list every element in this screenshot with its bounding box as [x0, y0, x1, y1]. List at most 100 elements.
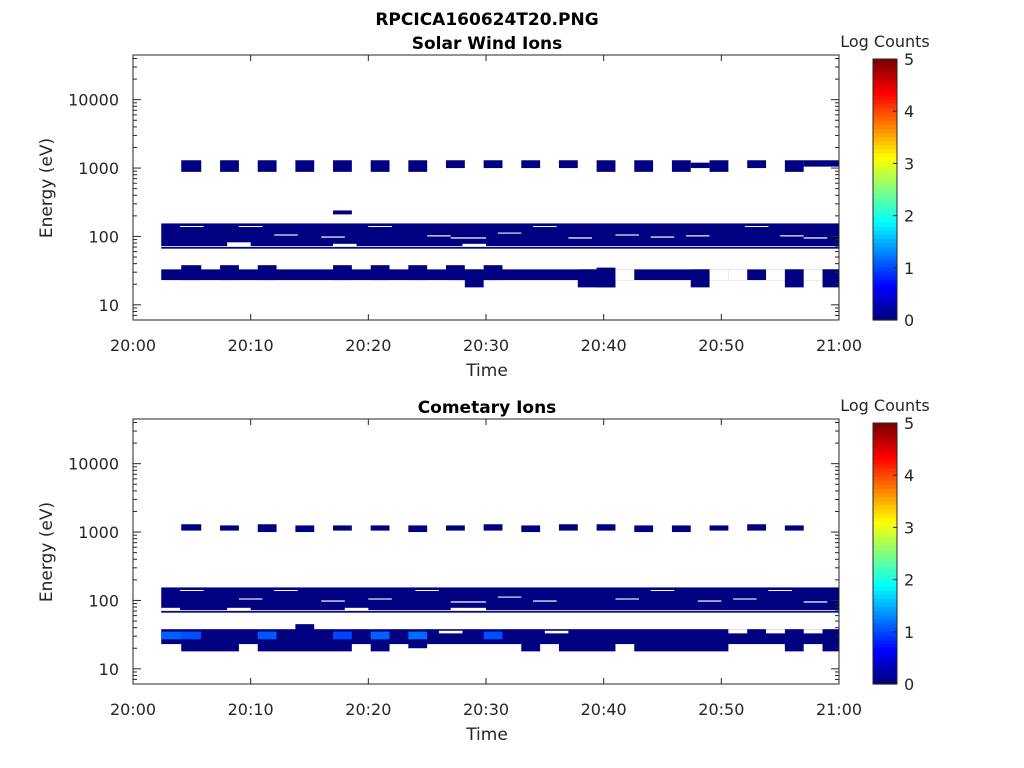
heatmap-cell [161, 223, 840, 247]
y-tick-label: 100 [88, 591, 119, 610]
colorbar-frame [872, 422, 898, 685]
colorbar-segment [873, 651, 897, 657]
heatmap-gap [544, 630, 569, 634]
colorbar-segment [873, 610, 897, 616]
colorbar-segment [873, 545, 897, 551]
colorbar-segment [873, 287, 897, 293]
heatmap-cell [257, 265, 277, 281]
heatmap-cell [784, 269, 804, 288]
colorbar-segment [873, 594, 897, 599]
heatmap-gap [161, 612, 840, 614]
colorbar-segment [873, 467, 897, 473]
x-tick-label: 20:20 [345, 700, 391, 719]
heatmap-gap [780, 235, 804, 237]
heatmap-gap [450, 607, 486, 611]
colorbar-segment [873, 95, 897, 101]
colorbar-segment [873, 136, 897, 142]
x-tick-label: 20:40 [581, 700, 627, 719]
ylabel-cometary: Energy (eV) [37, 502, 57, 602]
colorbar-segment [873, 569, 897, 575]
colorbar-segment [873, 226, 897, 231]
heatmap-gap [697, 600, 722, 602]
heatmap-cell [822, 269, 839, 288]
heatmap-gap [161, 248, 840, 250]
x-tick-label: 21:00 [816, 700, 862, 719]
heatmap-cell [483, 265, 503, 281]
colorbar-segment [873, 242, 897, 248]
colorbar-segment [873, 303, 897, 309]
x-tick-label: 20:40 [581, 336, 627, 355]
heatmap-gap [415, 590, 439, 592]
heatmap-gap [766, 269, 785, 281]
colorbar-segment [873, 667, 897, 673]
colorbar-segment [873, 238, 897, 244]
y-tick-label: 10000 [68, 91, 119, 110]
colorbar-tick-label: 5 [904, 414, 914, 433]
heatmap-cell [747, 524, 767, 531]
heatmap-cell [370, 641, 390, 652]
colorbar-segment [873, 504, 897, 510]
colorbar-segment [873, 148, 897, 154]
colorbar-segment [873, 500, 897, 506]
heatmap-cell [408, 525, 428, 533]
colorbar-segment [873, 496, 897, 502]
colorbar-segment [873, 423, 897, 428]
heatmap-cell [483, 631, 503, 640]
heatmap-cell [333, 210, 352, 215]
heatmap-cell [295, 525, 315, 533]
heatmap-cell [634, 641, 729, 652]
heatmap-gap [368, 598, 392, 600]
heatmap-gap [533, 226, 557, 228]
colorbar-segment [873, 181, 897, 187]
colorbar-segment [873, 512, 897, 518]
heatmap-cell [464, 269, 484, 288]
colorbar-segment [873, 177, 897, 182]
y-tick-label: 10 [99, 660, 119, 679]
colorbar-segment [873, 471, 897, 477]
heatmap-gap [568, 237, 592, 239]
colorbar-tick-label: 3 [904, 154, 914, 173]
heatmap-gap [180, 226, 204, 228]
heatmap-cell [220, 160, 239, 172]
y-tick-label: 10 [99, 296, 119, 315]
heatmap-cell [803, 160, 823, 167]
y-tick-label: 1000 [78, 159, 119, 178]
heatmap-gap [686, 235, 710, 237]
colorbar-segment [873, 128, 897, 134]
heatmap-cell [257, 641, 352, 652]
heatmap-cell [408, 631, 428, 640]
ylabel-solar-wind: Energy (eV) [37, 138, 57, 238]
colorbar-segment [873, 516, 897, 522]
colorbar-segment [873, 120, 897, 125]
heatmap-cell [181, 265, 202, 281]
heatmap-gap [615, 269, 635, 281]
x-tick-label: 20:50 [698, 336, 744, 355]
colorbar-segment [873, 524, 897, 530]
heatmap-cell [295, 160, 315, 172]
colorbar-segment [873, 671, 897, 677]
heatmap-gap [368, 226, 392, 228]
colorbar-frame [872, 58, 898, 321]
colorbar-segment [873, 663, 897, 669]
heatmap-cell [521, 160, 541, 169]
colorbar-segment [873, 675, 897, 681]
heatmap-cell [747, 160, 767, 169]
colorbar-segment [873, 262, 897, 268]
heatmap-gap [227, 607, 251, 611]
heatmap-gap [438, 630, 463, 634]
heatmap-cometary [161, 524, 840, 652]
heatmap-gap [497, 232, 522, 234]
heatmap-cell [220, 525, 239, 531]
colorbar-tick-label: 2 [904, 571, 914, 590]
heatmap-gap [238, 226, 263, 228]
heatmap-gap [733, 598, 757, 600]
colorbar-segment [873, 508, 897, 514]
heatmap-gap [728, 269, 748, 281]
heatmap-cell [596, 524, 616, 531]
heatmap-cell [370, 631, 390, 640]
colorbar-segment [873, 91, 897, 97]
heatmap-cell [822, 160, 839, 167]
heatmap-cell [709, 160, 729, 172]
colorbar-segment [873, 643, 897, 648]
heatmap-cell [709, 525, 729, 531]
